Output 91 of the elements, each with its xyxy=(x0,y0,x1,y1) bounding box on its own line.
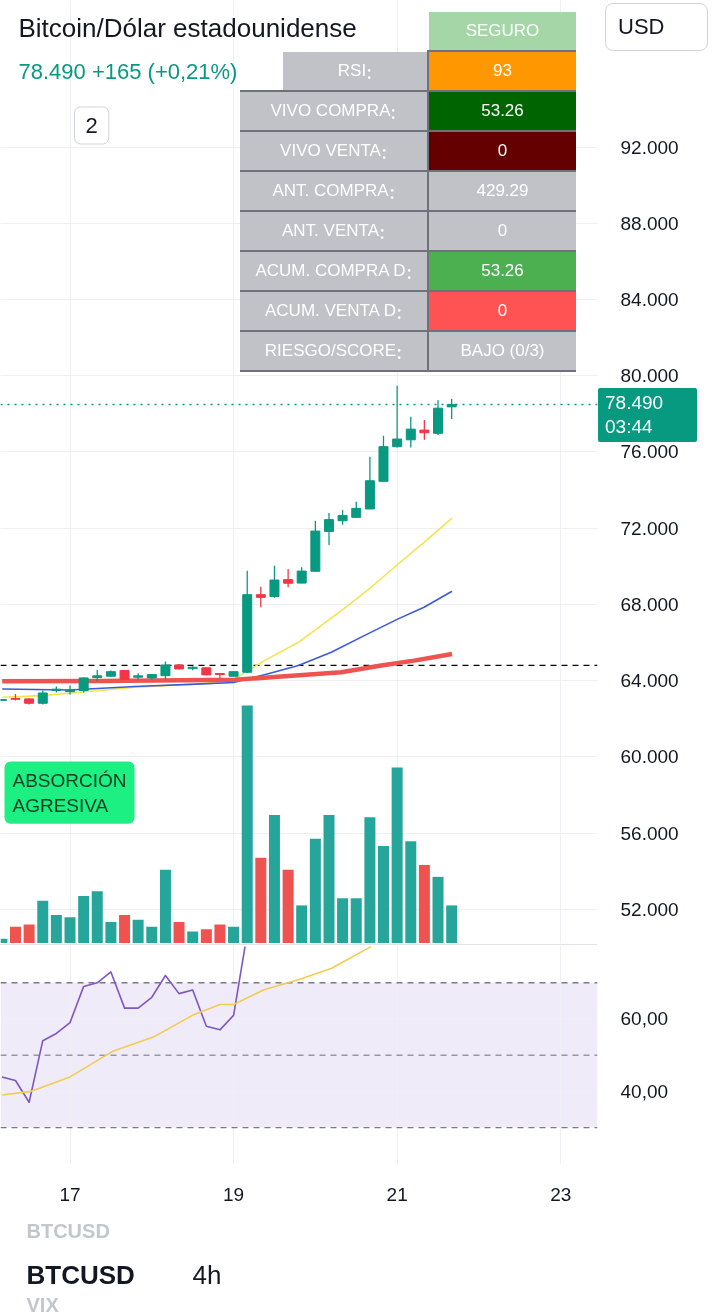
text: 4h xyxy=(192,1259,222,1290)
bar xyxy=(296,905,308,943)
category-label: ACUM. VENTA D xyxy=(265,299,396,322)
y-tick-label: 72.000 xyxy=(620,517,679,539)
category-label: ACUM. COMPRA D xyxy=(255,259,406,282)
annotation: ABSORCIÓN AGRESIVA xyxy=(12,769,127,816)
category-label: RIESGO/SCORE xyxy=(264,339,397,362)
candlestick xyxy=(214,672,225,679)
candlestick xyxy=(160,660,171,681)
category-label: VIVO VENTA xyxy=(280,139,381,162)
bar xyxy=(268,814,280,943)
text: 03:44 xyxy=(605,415,654,439)
bar xyxy=(146,926,158,943)
bar xyxy=(37,900,49,943)
y-tick-label: 64.000 xyxy=(620,670,679,692)
y-tick-label: 88.000 xyxy=(620,212,679,234)
candlestick xyxy=(419,419,430,441)
candlestick xyxy=(283,568,294,588)
line-series xyxy=(0,651,455,684)
data-label: 429.29 xyxy=(429,172,576,210)
bar xyxy=(337,898,349,943)
candlestick xyxy=(255,586,266,608)
category-label: ANT. COMPRA xyxy=(272,179,389,202)
data-label: 93 xyxy=(429,52,576,90)
category-label: VIVO COMPRA xyxy=(270,99,391,122)
x-tick-label: 19 xyxy=(223,1183,245,1205)
bar xyxy=(446,905,458,943)
bar xyxy=(391,767,403,943)
candlestick xyxy=(269,565,280,599)
text: BTCUSD xyxy=(26,1259,135,1290)
annotation: 2 xyxy=(85,113,98,138)
bar xyxy=(91,891,103,943)
bar xyxy=(200,929,212,943)
y-tick-label: 76.000 xyxy=(620,441,679,463)
x-tick-label: 21 xyxy=(386,1183,408,1205)
bar xyxy=(78,895,90,943)
bar xyxy=(187,931,199,943)
bar xyxy=(418,864,430,943)
text: 78.490 +165 (+0,21%) xyxy=(18,59,238,84)
bar xyxy=(64,917,76,943)
bar xyxy=(282,869,294,943)
data-label: BAJO (0/3) xyxy=(429,332,576,370)
line-series xyxy=(1,945,246,1104)
y-tick-label: 84.000 xyxy=(620,289,679,311)
x-tick-label: 23 xyxy=(550,1183,572,1205)
bar xyxy=(309,838,321,943)
bar xyxy=(377,845,389,943)
y-tick-label: 60.000 xyxy=(620,746,679,768)
bar xyxy=(50,914,62,943)
bar xyxy=(105,922,117,943)
y-tick-label: 56.000 xyxy=(620,822,679,844)
data-label: 0 xyxy=(429,292,576,330)
data-label: 53.26 xyxy=(429,92,576,130)
bar xyxy=(323,814,335,943)
bar xyxy=(350,898,362,943)
data-label: 0 xyxy=(429,132,576,170)
bar xyxy=(432,876,444,943)
y-tick-label: 80.000 xyxy=(620,365,679,387)
ref-line-label: 78.490 xyxy=(605,391,665,415)
bar xyxy=(173,922,185,943)
bar xyxy=(214,924,226,943)
bar xyxy=(364,817,376,943)
text: VIX xyxy=(26,1293,60,1315)
candlestick xyxy=(324,512,335,546)
y-tick-label: 68.000 xyxy=(620,593,679,615)
bar xyxy=(23,924,35,943)
bar xyxy=(255,857,267,943)
bar xyxy=(119,914,131,943)
candlestick xyxy=(65,684,76,696)
y-tick-label: 92.000 xyxy=(620,136,679,158)
bar xyxy=(405,841,417,943)
y-tick-label: 40,00 xyxy=(620,1080,669,1102)
text: USD xyxy=(605,3,708,51)
y-tick-label: 60,00 xyxy=(620,1008,669,1030)
bar xyxy=(241,705,253,943)
data-label: 53.26 xyxy=(429,252,576,290)
bar xyxy=(228,926,240,943)
line-series xyxy=(1,945,372,1096)
line-series xyxy=(1,590,453,691)
x-tick-label: 17 xyxy=(59,1183,81,1205)
category-label: ANT. VENTA xyxy=(282,219,379,242)
text: Bitcoin/Dólar estadounidense xyxy=(18,12,357,43)
candlestick xyxy=(405,416,416,449)
text: BTCUSD xyxy=(26,1219,110,1242)
data-label: 0 xyxy=(429,212,576,250)
text: SEGURO xyxy=(429,12,576,50)
bar xyxy=(9,926,21,943)
category-label: RSI xyxy=(337,59,367,82)
bar xyxy=(132,919,144,943)
bar xyxy=(159,869,171,943)
y-tick-label: 52.000 xyxy=(620,898,679,920)
